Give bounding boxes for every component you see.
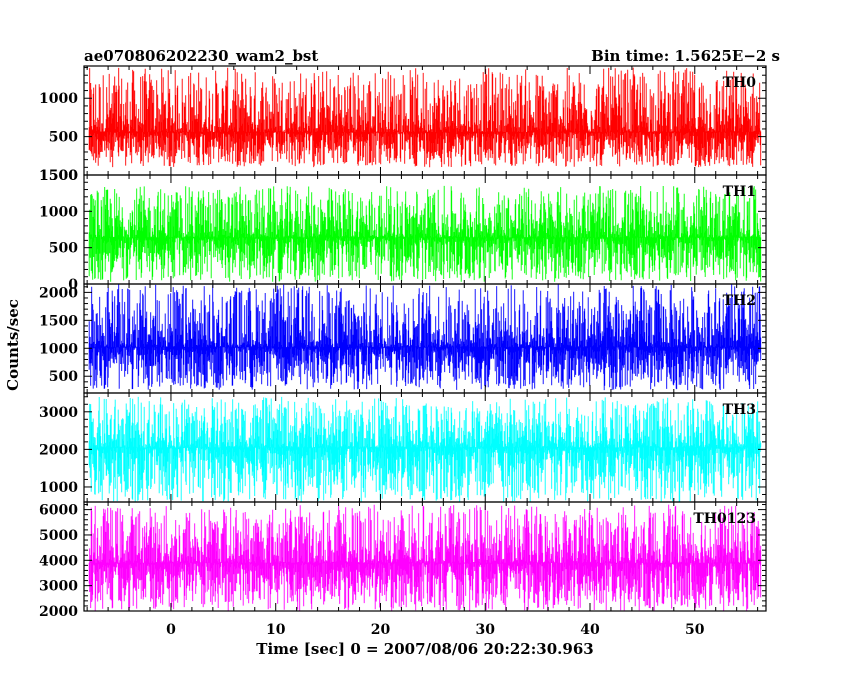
panel-label: TH1 — [723, 184, 756, 200]
y-tick-label: 1000 — [39, 341, 78, 357]
x-tick-label: 30 — [475, 622, 495, 638]
y-tick-label: 6000 — [39, 503, 78, 519]
x-tick-label: 10 — [266, 622, 286, 638]
y-tick-label: 1500 — [39, 313, 78, 329]
y-tick-label: 1000 — [39, 480, 78, 496]
y-tick-label: 5000 — [39, 528, 78, 544]
panel-frame — [83, 501, 767, 612]
y-tick-label: 2000 — [39, 442, 78, 458]
panel-label: TH0 — [723, 75, 757, 91]
panel-th0123: 2000 3000 4000 5000 6000 TH0123 0 10 20 30 40 50 — [39, 501, 767, 638]
y-tick-label: 1500 — [39, 168, 78, 184]
y-tick-label: 4000 — [39, 553, 78, 569]
panel-th1: 0 500 1000 1500 TH1 — [39, 168, 767, 293]
y-tick-label: 500 — [49, 241, 78, 257]
y-tick-label: 1500 — [39, 168, 78, 184]
x-tick-label: 40 — [580, 622, 600, 638]
y-tick-label: 500 — [49, 369, 78, 385]
x-tick-label: 0 — [166, 622, 176, 638]
panel-th2: 500 1000 1500 2000 TH2 — [39, 283, 767, 394]
x-tick-label: 20 — [371, 622, 391, 638]
y-tick-label: 1000 — [39, 204, 78, 220]
series-th0 — [88, 67, 762, 168]
figure-title: ae070806202230_wam2_bst — [84, 47, 318, 65]
series-th3 — [88, 396, 762, 502]
y-tick-label: 3000 — [39, 405, 78, 421]
panel-th0: 500 1000 1500 TH0 — [39, 65, 767, 184]
series-th1 — [88, 185, 762, 282]
panel-label: TH0123 — [693, 511, 756, 527]
x-axis-label: Time [sec] 0 = 2007/08/06 20:22:30.963 — [256, 640, 593, 658]
y-tick-label: 3000 — [39, 579, 78, 595]
bin-time-label: Bin time: 1.5625E−2 s — [591, 47, 780, 65]
y-tick-label: 2000 — [39, 285, 78, 301]
y-tick-label: 2000 — [39, 604, 78, 620]
y-tick-label: 1000 — [39, 91, 78, 107]
series-th0123 — [88, 504, 762, 611]
series-th2 — [88, 284, 762, 391]
panel-label: TH2 — [723, 293, 756, 309]
y-tick-label: 500 — [49, 130, 78, 146]
y-tick-label: 0 — [68, 277, 78, 293]
x-tick-label: 50 — [685, 622, 705, 638]
y-axis-label: Counts/sec — [4, 299, 22, 391]
panel-label: TH3 — [723, 402, 756, 418]
panel-th3: 1000 2000 3000 TH3 — [39, 392, 767, 503]
